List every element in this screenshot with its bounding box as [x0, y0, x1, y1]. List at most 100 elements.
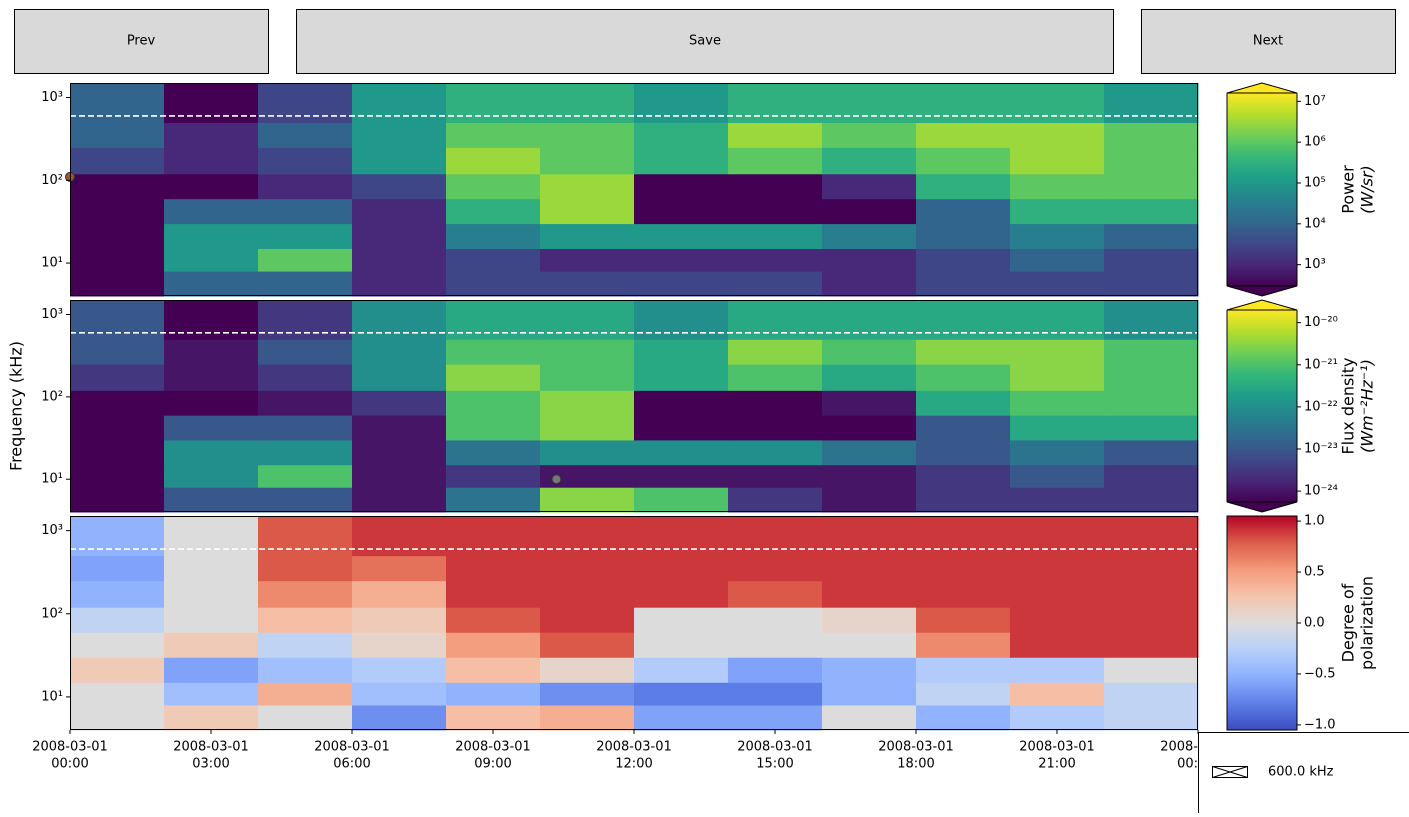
colorbar-tick-label: 10⁷: [1304, 94, 1326, 109]
heatmap-cell: [634, 580, 729, 608]
heatmap-cell: [540, 439, 635, 466]
heatmap-cell: [446, 704, 541, 731]
heatmap-cell: [1104, 704, 1199, 731]
colorbar-tick-label: 10⁻²⁰: [1304, 315, 1338, 330]
heatmap-cell: [634, 83, 729, 123]
heatmap-cell: [1104, 487, 1199, 513]
heatmap-cell: [822, 390, 917, 416]
heatmap-cell: [540, 173, 635, 200]
colorbar-tick-label: 10⁻²¹: [1304, 357, 1338, 372]
colorbar-tick-label: 1.0: [1304, 514, 1325, 529]
heatmap-cell: [916, 464, 1011, 488]
heatmap-cell: [446, 607, 541, 633]
heatmap-cell: [446, 271, 541, 297]
colorbar-tick-label: 0.5: [1304, 565, 1325, 580]
heatmap-cell: [352, 487, 447, 513]
x-tick-label: 2008-03-01: [1019, 740, 1095, 755]
colorbar-extend: [1226, 501, 1298, 513]
heatmap-cell: [1010, 248, 1105, 272]
heatmap-cell: [352, 439, 447, 466]
heatmap-cell: [70, 555, 165, 582]
heatmap-cell: [1104, 580, 1199, 608]
heatmap-cell: [164, 122, 259, 148]
heatmap-cell: [352, 147, 447, 175]
heatmap-cell: [1010, 682, 1105, 706]
heatmap-cell: [728, 248, 823, 272]
colorbar-tick-label: 10⁴: [1304, 216, 1326, 231]
heatmap-cell: [70, 580, 165, 608]
heatmap-cell: [258, 83, 353, 123]
heatmap-cell: [1010, 704, 1105, 731]
heatmap-cell: [1010, 415, 1105, 441]
heatmap-cell: [822, 173, 917, 200]
heatmap-cell: [540, 607, 635, 633]
heatmap-cell: [916, 657, 1011, 683]
heatmap-cell: [446, 223, 541, 249]
prev-button[interactable]: [14, 9, 269, 74]
y-axis-label: Frequency (kHz): [7, 341, 26, 471]
heatmap-cell: [822, 607, 917, 633]
heatmap-cell: [916, 300, 1011, 340]
panel: 10¹ 10² 10³ Frequency (kHz) 10⁻²⁴ 10⁻²³ 10⁻²² 1…: [7, 299, 1377, 513]
heatmap-cell: [728, 147, 823, 175]
x-tick-label: 12:00: [615, 757, 652, 772]
heatmap-cell: [1010, 657, 1105, 683]
heatmap-cell: [1010, 223, 1105, 249]
heatmap-cell: [164, 704, 259, 731]
colorbar-tick-label: −1.0: [1304, 717, 1336, 732]
heatmap-cell: [446, 439, 541, 466]
heatmap-cell: [70, 607, 165, 633]
heatmap-cell: [634, 147, 729, 175]
heatmap-cell: [70, 271, 165, 297]
heatmap-cell: [1104, 248, 1199, 272]
colorbar-tick-label: 10⁵: [1304, 175, 1326, 190]
heatmap-cell: [822, 364, 917, 391]
heatmap-cell: [1104, 300, 1199, 340]
heatmap-cell: [446, 173, 541, 200]
heatmap-cell: [822, 682, 917, 706]
heatmap-cell: [258, 657, 353, 683]
heatmap-cell: [352, 607, 447, 633]
heatmap-cell: [446, 300, 541, 340]
axes-frame: [70, 516, 1198, 730]
panel: 10¹ 10² 10³ 2008-03-01 00:00 2008-03-01 03:00 2…: [32, 514, 1376, 772]
heatmap-cell: [822, 339, 917, 365]
heatmap-cell: [352, 198, 447, 225]
heatmap-cell: [1104, 364, 1199, 391]
heatmap-cell: [70, 223, 165, 249]
colorbar: [1227, 93, 1297, 286]
heatmap-cell: [446, 464, 541, 488]
heatmap-cell: [916, 364, 1011, 391]
next-label[interactable]: Next: [1253, 34, 1283, 49]
next-button[interactable]: [1141, 9, 1396, 74]
heatmap-cell: [916, 122, 1011, 148]
heatmap-cell: [164, 415, 259, 441]
heatmap-cell: [634, 122, 729, 148]
y-tick-label: 10¹: [41, 256, 63, 271]
save-button[interactable]: [296, 9, 1114, 74]
heatmap-cell: [634, 173, 729, 200]
heatmap-cell: [258, 464, 353, 488]
save-label[interactable]: Save: [689, 34, 721, 49]
x-tick-label: 2008-03-01: [596, 740, 672, 755]
heatmap-cell: [634, 632, 729, 658]
marker-point: [551, 474, 562, 485]
heatmap-cell: [1104, 198, 1199, 225]
heatmap-cell: [822, 122, 917, 148]
prev-label[interactable]: Prev: [127, 34, 156, 49]
x-tick-label: 21:00: [1038, 757, 1075, 772]
heatmap-cell: [446, 682, 541, 706]
heatmap-cell: [540, 555, 635, 582]
heatmap-cell: [634, 415, 729, 441]
heatmap-cell: [164, 300, 259, 340]
heatmap-cell: [540, 415, 635, 441]
heatmap-cell: [728, 555, 823, 582]
heatmap-cell: [352, 83, 447, 123]
heatmap-cell: [352, 339, 447, 365]
heatmap-cell: [634, 223, 729, 249]
heatmap-cell: [822, 704, 917, 731]
heatmap-cell: [822, 516, 917, 557]
heatmap-cell: [70, 83, 165, 123]
heatmap-cell: [728, 198, 823, 225]
